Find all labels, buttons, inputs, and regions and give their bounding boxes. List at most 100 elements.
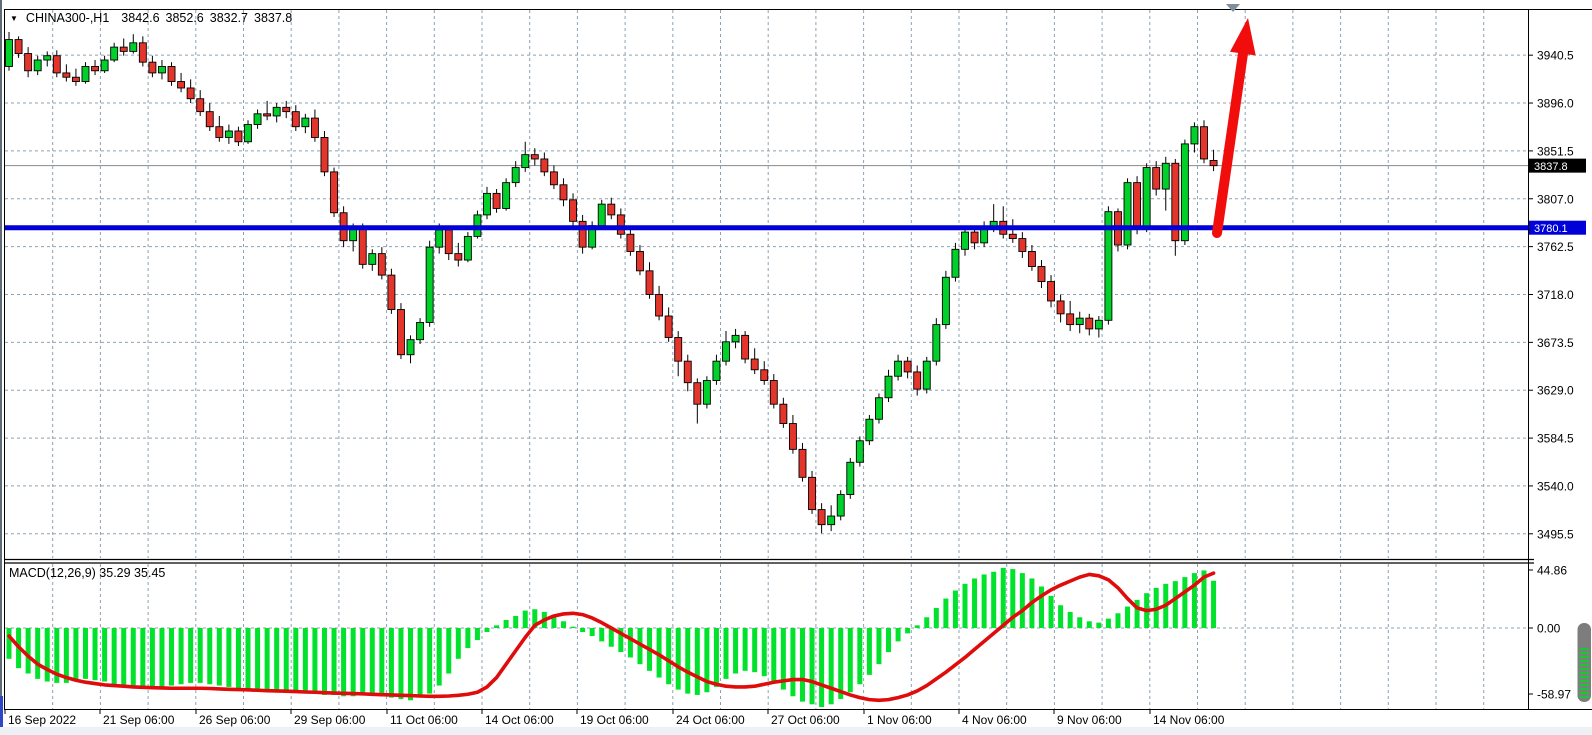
- macd-histogram-bar: [427, 628, 433, 694]
- candle-bull: [865, 418, 874, 442]
- scrollbar-thumb[interactable]: [1577, 623, 1592, 702]
- candle-bear: [913, 371, 922, 390]
- macd-histogram-bar: [149, 628, 155, 689]
- candle-bull: [855, 440, 864, 463]
- macd-histogram-bar: [704, 628, 710, 693]
- macd-histogram-bar: [914, 625, 920, 628]
- candle-bull: [1094, 319, 1103, 330]
- macd-histogram-bar: [341, 628, 347, 697]
- macd-histogram-bar: [618, 628, 624, 653]
- scrollbar-stripe: [1579, 652, 1589, 654]
- scrollbar-stripe: [1579, 648, 1589, 650]
- macd-histogram-bar: [446, 628, 452, 674]
- candle-bear: [186, 87, 195, 100]
- candle-bear: [358, 227, 367, 265]
- macd-histogram-bar: [972, 578, 978, 628]
- candle-bear: [674, 337, 683, 362]
- macd-histogram-bar: [274, 628, 280, 690]
- macd-histogram-bar: [455, 628, 461, 659]
- symbol-period-label: CHINA300-,H1: [25, 11, 110, 25]
- candle-bull: [244, 124, 252, 143]
- macd-histogram-bar: [1125, 606, 1131, 628]
- candle-bear: [167, 66, 176, 82]
- macd-histogram-bar: [54, 628, 60, 683]
- candle-bear: [71, 76, 80, 82]
- price-tick-label: 3762.5: [1537, 240, 1574, 254]
- macd-histogram-bar: [398, 628, 404, 699]
- candle-bear: [798, 448, 807, 478]
- current-price-tag: 3837.8: [1529, 158, 1586, 173]
- candle-bull: [158, 66, 166, 74]
- macd-histogram-bar: [25, 628, 31, 674]
- candle-bear: [397, 309, 405, 356]
- macd-histogram-bar: [102, 628, 108, 682]
- macd-histogram-bar: [895, 628, 901, 642]
- macd-histogram-bar: [1172, 581, 1178, 628]
- candle-bull: [1190, 126, 1199, 145]
- macd-histogram-bar: [532, 609, 538, 628]
- candle-bear: [444, 229, 453, 255]
- candle-bear: [454, 253, 463, 261]
- macd-histogram-bar: [857, 628, 863, 685]
- macd-histogram-bar: [685, 628, 691, 694]
- time-tick-label: 9 Nov 06:00: [1057, 713, 1122, 727]
- macd-histogram-bar: [35, 628, 41, 679]
- candle-bull: [502, 182, 511, 209]
- ohlc-open: 3842.6: [121, 11, 160, 25]
- macd-histogram-bar: [991, 571, 997, 628]
- ohlc-low: 3832.7: [209, 11, 248, 25]
- candle-bull: [961, 231, 969, 250]
- macd-histogram-bar: [92, 628, 98, 681]
- candle-bull: [435, 229, 444, 248]
- price-tick-label: 3540.0: [1537, 479, 1574, 493]
- macd-histogram-bar: [570, 626, 576, 628]
- candle-bear: [779, 403, 788, 425]
- window-corner-accent: [0, 696, 3, 730]
- candle-bull: [43, 55, 52, 61]
- candle-bear: [903, 360, 912, 373]
- candle-bear: [1133, 182, 1142, 229]
- time-tick-label: 21 Sep 06:00: [103, 713, 175, 727]
- candle-bear: [569, 199, 577, 222]
- trend-arrow-head[interactable]: [1229, 18, 1256, 56]
- scrollbar-stripe: [1579, 676, 1589, 678]
- macd-histogram-bar: [886, 628, 892, 653]
- candle-bull: [253, 113, 262, 125]
- macd-histogram-bar: [350, 628, 356, 697]
- candle-bear: [205, 111, 214, 128]
- candle-bull: [33, 59, 42, 72]
- macd-histogram-bar: [388, 628, 394, 698]
- candle-bear: [760, 369, 769, 381]
- candle-bear: [1152, 167, 1161, 190]
- macd-histogram-bar: [293, 628, 299, 691]
- candle-bear: [578, 220, 587, 248]
- macd-histogram-bar: [780, 628, 786, 690]
- macd-histogram-bar: [1105, 618, 1111, 628]
- macd-histogram-bar: [847, 628, 853, 693]
- candle-bear: [1008, 233, 1017, 240]
- macd-histogram-bar: [408, 628, 414, 701]
- price-tick-label: 3718.0: [1537, 288, 1574, 302]
- time-tick-label: 29 Sep 06:00: [294, 713, 366, 727]
- candle-bear: [808, 476, 816, 511]
- chart-plot-area[interactable]: [4, 9, 1528, 709]
- chart-shift-marker-icon[interactable]: [1226, 4, 1240, 12]
- macd-histogram-bar: [369, 628, 375, 695]
- vertical-scrollbar[interactable]: [1577, 623, 1592, 702]
- macd-histogram-bar: [159, 628, 165, 687]
- symbol-dropdown-icon[interactable]: ▼: [10, 13, 18, 23]
- macd-histogram-bar: [1211, 580, 1217, 628]
- trend-arrow[interactable]: [1212, 18, 1256, 238]
- macd-histogram-bar: [178, 628, 184, 685]
- candle-bull: [368, 253, 377, 265]
- macd-histogram-bar: [312, 628, 318, 694]
- candle-bear: [330, 171, 338, 214]
- candlestick-series: [5, 32, 1218, 534]
- trend-arrow-shaft[interactable]: [1212, 45, 1249, 238]
- macd-histogram-bar: [713, 628, 719, 687]
- macd-histogram-bar: [264, 628, 270, 690]
- macd-histogram-bar: [235, 628, 241, 689]
- candle-bear: [1018, 238, 1027, 252]
- macd-histogram-bar: [866, 628, 872, 675]
- candle-bull: [1123, 182, 1132, 246]
